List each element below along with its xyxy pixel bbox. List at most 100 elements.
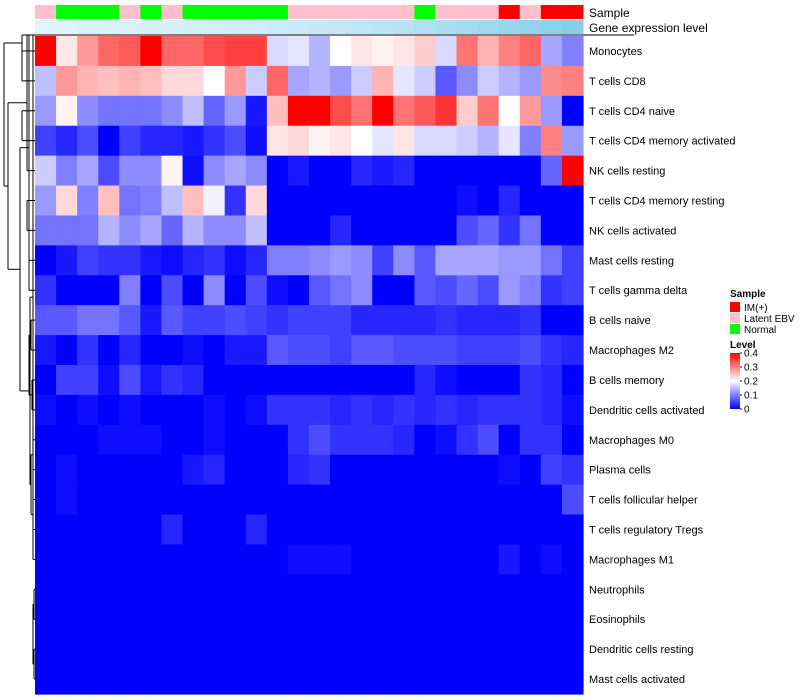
heatmap-cell xyxy=(330,365,352,396)
heatmap-cell xyxy=(372,634,394,665)
heatmap-cell xyxy=(498,514,521,546)
heatmap-cell xyxy=(414,664,437,695)
heatmap-cell xyxy=(182,185,205,217)
heatmap-cell xyxy=(519,664,542,695)
heatmap-cell xyxy=(456,305,479,336)
heatmap-cell xyxy=(498,454,521,486)
heatmap-cell xyxy=(77,424,99,456)
heatmap-cell xyxy=(351,424,373,456)
heatmap-cell xyxy=(309,245,331,276)
heatmap-cell xyxy=(351,185,373,217)
heatmap-cell xyxy=(77,65,99,97)
heatmap-cell xyxy=(330,514,352,546)
heatmap-cell xyxy=(161,514,184,546)
heatmap-cell xyxy=(540,365,563,396)
heatmap-cell xyxy=(372,514,394,546)
heatmap-cell xyxy=(119,514,141,546)
heatmap-cell xyxy=(35,424,57,456)
heatmap-cell xyxy=(372,215,394,246)
heatmap-cell xyxy=(203,95,226,127)
heatmap-cell xyxy=(372,454,394,486)
heatmap-cell xyxy=(161,664,184,695)
heatmap-cell xyxy=(540,574,563,605)
heatmap-cell xyxy=(414,514,437,546)
row-label: Dendritic cells activated xyxy=(589,405,705,417)
heatmap-cell xyxy=(35,664,57,695)
heatmap-cell xyxy=(56,95,78,127)
heatmap-cell xyxy=(56,275,78,306)
heatmap-cell xyxy=(182,275,205,306)
sample-cell xyxy=(224,5,247,19)
heatmap-cell xyxy=(77,514,99,546)
heatmap-cell xyxy=(372,125,394,157)
heatmap-cell xyxy=(35,484,57,516)
heatmap-cell xyxy=(540,185,563,217)
heatmap-cell xyxy=(266,185,289,217)
heatmap-cell xyxy=(372,365,394,396)
heatmap-cell xyxy=(561,634,584,665)
heatmap-cell xyxy=(203,484,226,516)
heatmap-cell xyxy=(351,335,373,366)
heatmap-cell xyxy=(561,215,584,246)
sample-cell xyxy=(266,5,289,19)
heatmap-cell xyxy=(498,664,521,695)
heatmap-cell xyxy=(540,245,563,276)
heatmap-cell xyxy=(498,544,521,575)
heatmap-cell xyxy=(540,36,563,67)
heatmap-cell xyxy=(224,484,247,516)
heatmap-cell xyxy=(140,365,163,396)
heatmap-cell xyxy=(203,36,226,67)
expression-level-cell xyxy=(35,20,57,34)
heatmap-cell xyxy=(35,634,57,665)
heatmap-cell xyxy=(477,305,500,336)
heatmap-cell xyxy=(245,155,268,187)
heatmap-cell xyxy=(561,544,584,575)
heatmap-cell xyxy=(435,454,458,486)
heatmap-cell xyxy=(456,275,479,306)
heatmap-cell xyxy=(203,305,226,336)
heatmap-cell xyxy=(477,245,500,276)
heatmap-cell xyxy=(35,574,57,605)
heatmap-cell xyxy=(561,185,584,217)
heatmap-cell xyxy=(351,365,373,396)
heatmap-cell xyxy=(330,424,352,456)
heatmap-cell xyxy=(56,125,78,157)
heatmap-cell xyxy=(309,574,331,605)
heatmap-cell xyxy=(309,454,331,486)
heatmap-cell xyxy=(477,125,500,157)
heatmap-cell xyxy=(56,394,78,426)
heatmap-cell xyxy=(266,574,289,605)
heatmap-cell xyxy=(477,215,500,246)
heatmap-cell xyxy=(414,36,437,67)
heatmap-cell xyxy=(540,604,563,635)
heatmap-cell xyxy=(245,604,268,635)
heatmap-cell xyxy=(203,544,226,575)
heatmap-cell xyxy=(56,574,78,605)
heatmap-cell xyxy=(393,125,415,157)
heatmap-cell xyxy=(98,335,120,366)
row-label: T cells CD4 naive xyxy=(589,106,675,118)
heatmap-cell xyxy=(98,634,120,665)
heatmap-cell xyxy=(77,275,99,306)
heatmap-cell xyxy=(35,95,57,127)
heatmap-cell xyxy=(435,245,458,276)
heatmap-cell xyxy=(540,424,563,456)
heatmap-cell xyxy=(498,36,521,67)
heatmap-cell xyxy=(372,275,394,306)
heatmap-cell xyxy=(309,484,331,516)
heatmap-cell xyxy=(393,424,415,456)
heatmap-cell xyxy=(140,454,163,486)
heatmap-cell xyxy=(119,604,141,635)
heatmap-cell xyxy=(98,245,120,276)
heatmap-cell xyxy=(561,335,584,366)
heatmap-cell xyxy=(224,155,247,187)
sample-legend-swatch xyxy=(730,324,740,334)
row-dendrogram xyxy=(3,34,635,680)
heatmap-cell xyxy=(203,365,226,396)
heatmap-cell xyxy=(309,305,331,336)
sample-legend-label: Normal xyxy=(744,325,776,336)
heatmap-cell xyxy=(56,544,78,575)
heatmap-cell xyxy=(561,454,584,486)
heatmap-cell xyxy=(182,95,205,127)
heatmap-cell xyxy=(435,514,458,546)
